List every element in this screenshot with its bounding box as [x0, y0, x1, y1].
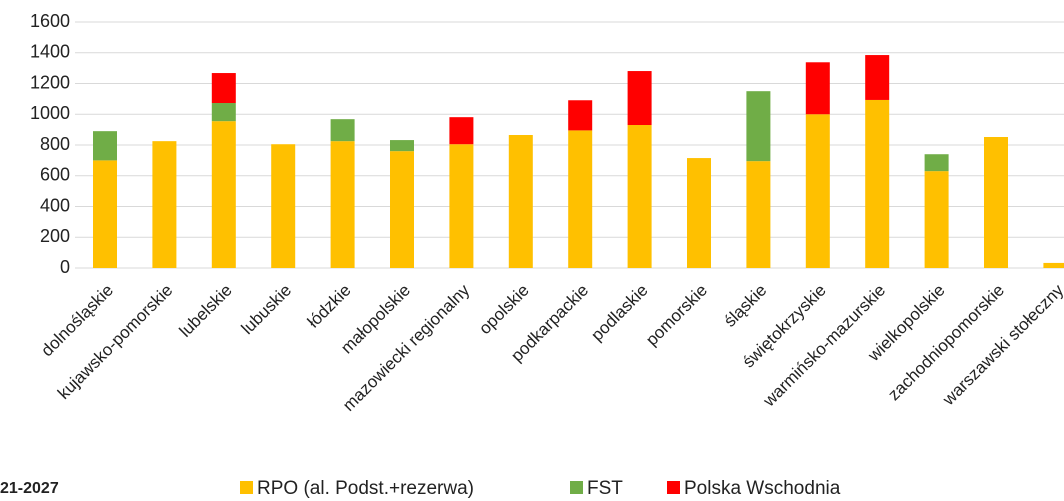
y-tick-label: 0 [60, 257, 70, 277]
bar-segment [627, 125, 652, 268]
bar-segment [449, 144, 474, 268]
bar-segment [865, 99, 890, 268]
legend-swatch [667, 481, 680, 494]
y-tick-label: 1000 [30, 103, 70, 123]
x-tick-label: kujawsko-pomorskie [54, 281, 176, 403]
bar-segment [152, 141, 177, 268]
x-tick-label: zachodniopomorskie [884, 281, 1008, 405]
y-tick-label: 1400 [30, 42, 70, 62]
bar-segment [924, 171, 949, 268]
bar-segment [390, 151, 414, 268]
bar-segment [568, 100, 593, 131]
bar-segment [390, 140, 414, 152]
bar-segment [746, 161, 771, 268]
x-tick-label: lubuskie [238, 281, 296, 339]
bar-segment [805, 62, 830, 115]
bar-segment [865, 55, 890, 100]
bar-segment [211, 73, 236, 104]
bar-segment [805, 114, 830, 268]
y-tick-label: 1600 [30, 11, 70, 31]
bar-segment [449, 117, 474, 145]
legend-swatch [570, 481, 583, 494]
x-tick-label: opolskie [475, 281, 533, 339]
x-tick-label: lubelskie [176, 281, 236, 341]
bar-segment [211, 103, 236, 122]
bar-segment [330, 119, 355, 142]
legend-label: Polska Wschodnia [684, 478, 841, 499]
bar-segment [93, 131, 117, 161]
y-tick-label: 800 [40, 134, 70, 154]
bar-segment [924, 154, 949, 172]
y-tick-label: 600 [40, 165, 70, 185]
bar-segment [1043, 262, 1064, 268]
bar-segment [746, 91, 771, 162]
bar-segment [271, 144, 296, 268]
bar-segment [568, 130, 593, 268]
legend-label: FST [587, 478, 623, 499]
bar-segment [687, 158, 711, 268]
bar-segment [627, 71, 652, 126]
y-tick-label: 400 [40, 195, 70, 215]
bar-segment [508, 135, 533, 268]
x-tick-label: łódzkie [304, 281, 355, 332]
x-tick-label: śląskie [720, 281, 770, 331]
legend-label: RPO (al. Podst.+rezerwa) [257, 478, 474, 499]
bar-segment [330, 141, 355, 268]
bar-segment [211, 121, 236, 268]
y-tick-label: 200 [40, 226, 70, 246]
legend-swatch [240, 481, 253, 494]
y-tick-label: 1200 [30, 72, 70, 92]
bar-segment [93, 160, 117, 268]
bar-segment [984, 137, 1008, 268]
x-tick-label: pomorskie [642, 281, 711, 350]
caption: 21-2027 [0, 480, 59, 497]
